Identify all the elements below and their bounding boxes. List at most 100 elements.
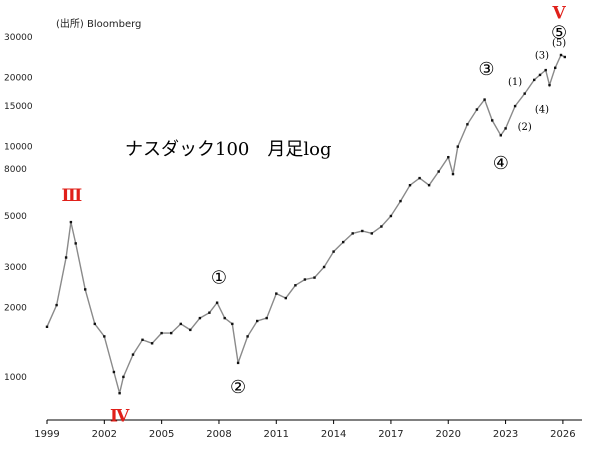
data-point xyxy=(361,229,364,233)
data-point xyxy=(456,145,459,148)
data-point xyxy=(118,392,121,395)
wave-label: (2) xyxy=(518,122,532,133)
data-point xyxy=(483,98,486,101)
y-tick-label: 8000 xyxy=(4,165,27,175)
data-point xyxy=(475,108,479,111)
wave-annotations: Ⅲ Ⅳ Ⅴ ① ② ③ ④ ⑤ (1) (2) (3) (4) (5) xyxy=(61,4,567,427)
x-tick-label: 2005 xyxy=(149,429,174,440)
data-point xyxy=(408,184,412,187)
data-point xyxy=(499,134,502,137)
data-point xyxy=(131,353,135,356)
data-point xyxy=(198,316,202,320)
data-point xyxy=(491,119,494,122)
data-point xyxy=(427,184,431,187)
x-tick-label: 2026 xyxy=(550,429,575,440)
wave-label: (3) xyxy=(535,50,549,61)
x-tick-label: 2020 xyxy=(436,429,461,440)
data-point xyxy=(215,301,219,304)
data-point xyxy=(313,276,316,279)
chart-title: ナスダック100 月足log xyxy=(125,139,331,160)
y-tick-label: 15000 xyxy=(4,102,33,112)
data-point xyxy=(223,316,226,320)
data-point xyxy=(437,170,440,173)
data-point xyxy=(69,220,73,224)
data-point xyxy=(246,335,249,338)
data-point xyxy=(179,322,182,326)
wave-label: (4) xyxy=(535,104,549,115)
wave-label: Ⅳ xyxy=(110,407,130,427)
data-point xyxy=(231,322,234,326)
series-line xyxy=(46,54,566,394)
data-point xyxy=(544,68,547,72)
data-point xyxy=(389,214,393,218)
y-tick-label: 3000 xyxy=(4,263,27,273)
data-point xyxy=(112,370,116,374)
data-point xyxy=(141,338,144,341)
data-point xyxy=(447,156,450,159)
data-point xyxy=(45,325,49,328)
x-tick-label: 2014 xyxy=(321,429,346,440)
x-tick-label: 2017 xyxy=(378,429,403,440)
y-axis-ticks: 1000 2000 3000 5000 8000 10000 15000 20000 30000 xyxy=(4,33,33,383)
wave-label: ⑤ xyxy=(551,23,567,44)
data-point xyxy=(84,288,87,291)
data-point xyxy=(236,361,240,365)
price-series xyxy=(46,54,566,394)
data-point xyxy=(160,331,163,335)
wave-label: (5) xyxy=(552,38,566,49)
source-label: (出所) Bloomberg xyxy=(56,17,141,30)
price-markers xyxy=(45,53,566,395)
data-point xyxy=(533,78,536,82)
data-point xyxy=(466,123,469,126)
data-point xyxy=(418,176,421,180)
y-tick-label: 10000 xyxy=(4,143,33,153)
y-tick-label: 30000 xyxy=(4,33,33,43)
data-point xyxy=(284,296,287,300)
data-point xyxy=(103,335,106,338)
data-point xyxy=(150,342,154,345)
x-tick-label: 2023 xyxy=(493,429,518,440)
data-point xyxy=(504,127,507,130)
data-point xyxy=(93,322,96,326)
data-point xyxy=(548,83,551,87)
data-point xyxy=(563,55,566,59)
y-tick-label: 20000 xyxy=(4,73,33,83)
data-point xyxy=(208,311,211,314)
data-point xyxy=(322,265,326,269)
wave-label: ① xyxy=(211,267,227,288)
x-tick-label: 2002 xyxy=(92,429,117,440)
data-point xyxy=(380,225,383,228)
wave-label: (1) xyxy=(508,77,522,88)
data-point xyxy=(265,316,268,320)
x-tick-label: 1999 xyxy=(34,429,59,440)
data-point xyxy=(74,242,77,245)
data-point xyxy=(523,92,526,95)
data-point xyxy=(451,172,455,176)
data-point xyxy=(513,104,517,108)
data-point xyxy=(189,328,192,332)
wave-label: Ⅲ xyxy=(61,186,82,206)
data-point xyxy=(122,375,125,379)
y-tick-label: 1000 xyxy=(4,373,27,383)
data-point xyxy=(399,199,402,203)
data-point xyxy=(538,73,542,77)
data-point xyxy=(559,53,563,57)
data-point xyxy=(294,284,297,287)
data-point xyxy=(351,232,354,235)
data-point xyxy=(332,250,335,253)
wave-label: ④ xyxy=(493,153,509,174)
wave-label: ③ xyxy=(478,59,494,80)
data-point xyxy=(342,240,345,244)
y-tick-label: 5000 xyxy=(4,212,27,222)
data-point xyxy=(55,303,58,307)
data-point xyxy=(64,256,68,259)
x-tick-label: 2008 xyxy=(206,429,231,440)
data-point xyxy=(303,278,307,281)
data-point xyxy=(256,319,259,323)
wave-label: ② xyxy=(230,377,246,398)
data-point xyxy=(275,292,278,295)
x-axis-ticks: 1999 2002 2005 2008 2011 2014 2017 2020 2023 2026 xyxy=(34,420,576,440)
data-point xyxy=(370,232,373,235)
y-tick-label: 2000 xyxy=(4,304,27,314)
